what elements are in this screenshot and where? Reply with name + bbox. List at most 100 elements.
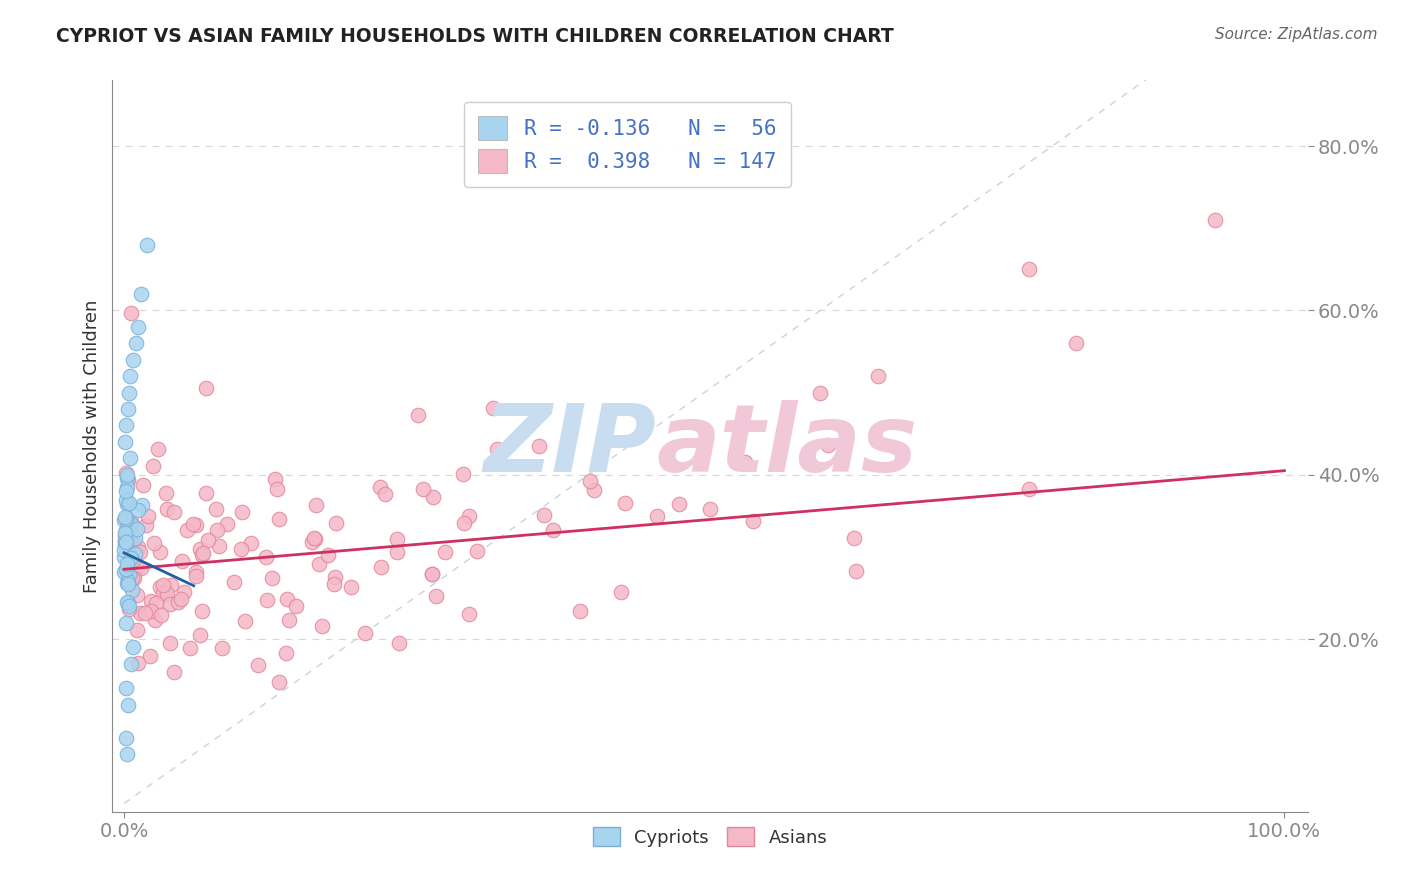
Point xyxy=(184,517,207,532)
Point xyxy=(125,336,148,351)
Point xyxy=(159,578,181,592)
Point xyxy=(614,496,637,510)
Point xyxy=(121,640,143,655)
Point xyxy=(125,561,148,575)
Text: CYPRIOT VS ASIAN FAMILY HOUSEHOLDS WITH CHILDREN CORRELATION CHART: CYPRIOT VS ASIAN FAMILY HOUSEHOLDS WITH … xyxy=(56,27,894,45)
Point xyxy=(124,547,146,561)
Point xyxy=(195,486,218,500)
Point xyxy=(387,533,409,547)
Point xyxy=(256,593,278,607)
Point xyxy=(457,607,479,621)
Point xyxy=(240,535,263,549)
Point xyxy=(808,385,831,400)
Point xyxy=(114,434,136,449)
Legend: Cypriots, Asians: Cypriots, Asians xyxy=(585,820,835,854)
Point xyxy=(159,636,181,650)
Point xyxy=(322,577,344,591)
Point xyxy=(115,543,138,558)
Point xyxy=(115,471,138,485)
Point xyxy=(1204,213,1226,227)
Point xyxy=(142,458,165,473)
Point xyxy=(195,381,218,395)
Point xyxy=(481,401,503,416)
Point xyxy=(124,531,146,545)
Text: Source: ZipAtlas.com: Source: ZipAtlas.com xyxy=(1215,27,1378,42)
Point xyxy=(486,442,509,456)
Point xyxy=(121,583,143,598)
Point xyxy=(115,467,138,482)
Point xyxy=(117,698,139,712)
Point xyxy=(274,646,297,660)
Point xyxy=(112,513,135,527)
Point xyxy=(167,594,190,608)
Point xyxy=(139,604,162,618)
Point xyxy=(304,532,326,546)
Point xyxy=(205,524,228,538)
Point xyxy=(120,306,142,320)
Point xyxy=(276,592,298,607)
Point xyxy=(211,640,233,655)
Point xyxy=(121,571,143,585)
Point xyxy=(122,566,145,581)
Point xyxy=(136,237,159,252)
Point xyxy=(172,554,194,568)
Point xyxy=(610,585,633,599)
Point xyxy=(264,472,287,486)
Point xyxy=(173,585,195,599)
Point xyxy=(388,635,411,649)
Point xyxy=(114,510,136,524)
Point xyxy=(114,731,136,745)
Point xyxy=(246,658,269,673)
Point xyxy=(135,518,157,533)
Point xyxy=(188,628,211,642)
Point xyxy=(224,574,246,589)
Point xyxy=(163,665,186,679)
Point xyxy=(267,674,290,689)
Point xyxy=(117,574,139,588)
Point xyxy=(118,496,141,510)
Point xyxy=(117,602,139,616)
Point xyxy=(115,484,138,499)
Point xyxy=(420,567,443,582)
Point xyxy=(114,533,136,548)
Point xyxy=(155,485,177,500)
Point xyxy=(179,641,201,656)
Point xyxy=(458,508,481,523)
Point xyxy=(311,619,333,633)
Point xyxy=(118,521,141,535)
Point xyxy=(125,624,148,638)
Point xyxy=(734,455,756,469)
Point xyxy=(422,490,444,504)
Point xyxy=(117,402,139,417)
Point xyxy=(316,548,339,562)
Point xyxy=(120,550,142,565)
Point xyxy=(1064,336,1087,351)
Point xyxy=(136,509,159,524)
Point xyxy=(115,466,138,480)
Point xyxy=(412,482,434,496)
Point xyxy=(208,539,231,553)
Point xyxy=(370,559,392,574)
Point xyxy=(117,497,139,511)
Point xyxy=(122,571,145,585)
Point xyxy=(668,497,690,511)
Point xyxy=(129,606,152,620)
Point xyxy=(325,570,347,584)
Point xyxy=(579,475,602,489)
Point xyxy=(583,483,606,498)
Point xyxy=(114,493,136,508)
Point xyxy=(191,546,214,560)
Point xyxy=(122,538,145,552)
Point xyxy=(305,498,328,512)
Point xyxy=(118,369,141,384)
Point xyxy=(149,608,172,623)
Point xyxy=(152,578,174,592)
Point xyxy=(374,486,396,500)
Point xyxy=(114,537,136,551)
Point xyxy=(465,544,488,558)
Point xyxy=(699,502,721,516)
Point xyxy=(353,625,375,640)
Point xyxy=(645,509,668,524)
Point xyxy=(1018,262,1040,277)
Point xyxy=(197,533,219,548)
